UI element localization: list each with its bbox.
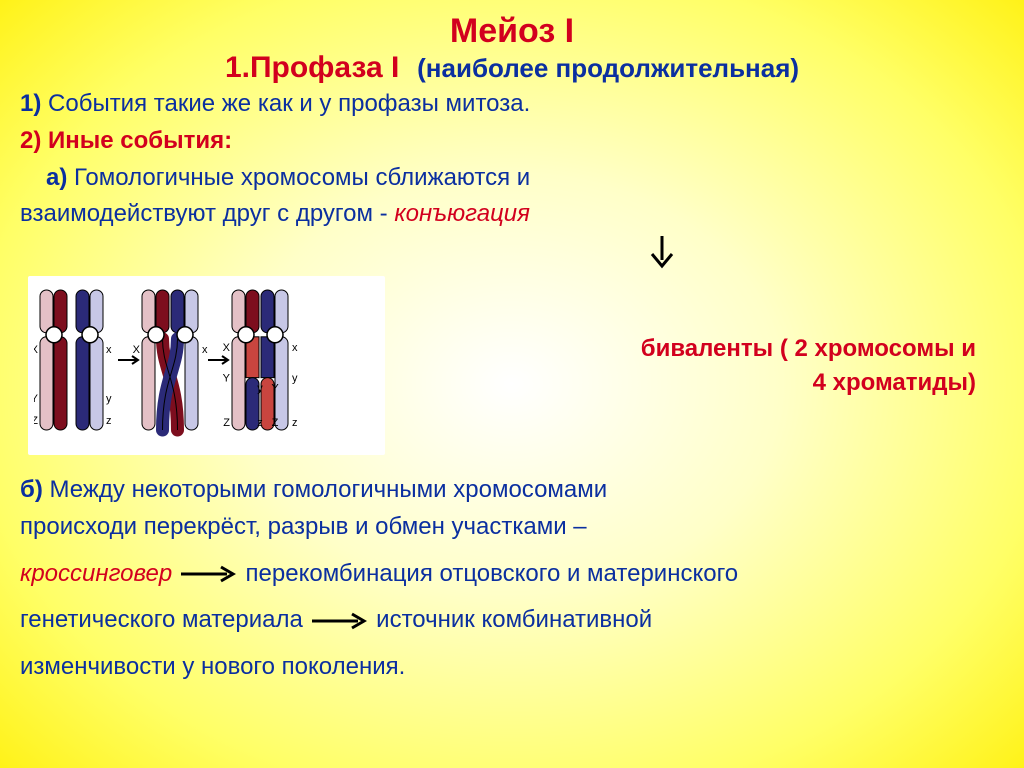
- bivalents-line2: 4 хроматиды): [385, 366, 976, 400]
- point-1: 1) События такие же как и у профазы мито…: [20, 87, 1004, 122]
- point-2b-line2: происходи перекрёст, разрыв и обмен учас…: [20, 510, 1004, 545]
- point-2b-text2: происходи перекрёст, разрыв и обмен учас…: [20, 513, 587, 540]
- slide-title-text: Мейоз I: [450, 12, 574, 50]
- svg-text:z: z: [257, 417, 263, 429]
- crossing-over-diagram: XYZxyzXxXYZxyzyzYZ: [28, 276, 385, 455]
- svg-text:Z: Z: [272, 417, 279, 429]
- arrow-right-icon: [179, 565, 239, 583]
- svg-text:X: X: [133, 344, 141, 356]
- svg-text:Y: Y: [223, 373, 231, 385]
- bivalents-line1: биваленты ( 2 хромосомы и: [385, 332, 976, 366]
- subtitle-paren: (наиболее продолжительная): [417, 53, 799, 83]
- svg-text:Z: Z: [34, 415, 38, 427]
- term-crossingover: кроссинговер: [20, 560, 172, 587]
- genetic-material-line: генетического материала источник комбина…: [20, 603, 1004, 638]
- last-line: изменчивости у нового поколения.: [20, 650, 1004, 685]
- point-2b-line1: б) Между некоторыми гомологичными хромос…: [20, 473, 1004, 508]
- svg-text:X: X: [34, 344, 39, 356]
- bivalents-label: биваленты ( 2 хромосомы и 4 хроматиды): [385, 332, 1004, 399]
- point-2-num: 2): [20, 127, 41, 154]
- point-2a-label: а): [46, 164, 67, 191]
- svg-text:X: X: [223, 342, 231, 354]
- source-text: источник комбинативной: [376, 606, 652, 633]
- point-2a-line2: взаимодействуют друг с другом - конъюгац…: [20, 197, 1004, 232]
- crossingover-line: кроссинговер перекомбинация отцовского и…: [20, 557, 1004, 592]
- svg-text:x: x: [292, 342, 298, 354]
- svg-text:Z: Z: [223, 417, 230, 429]
- genetic-material-text: генетического материала: [20, 606, 310, 633]
- body-text: 1) События такие же как и у профазы мито…: [20, 87, 1004, 685]
- point-2-text: Иные события:: [41, 127, 232, 154]
- arrow-right-icon: [310, 612, 370, 630]
- svg-text:x: x: [202, 344, 208, 356]
- point-2b-label: б): [20, 476, 43, 503]
- slide-subtitle: 1.Профаза I (наиболее продолжительная): [20, 51, 1004, 85]
- diagram-and-bivalents-row: XYZxyzXxXYZxyzyzYZ биваленты ( 2 хромосо…: [20, 276, 1004, 455]
- svg-text:Y: Y: [271, 383, 279, 395]
- svg-text:z: z: [106, 415, 112, 427]
- slide-title: Мейоз I: [20, 12, 1004, 51]
- subtitle-main: 1.Профаза I: [225, 51, 399, 84]
- svg-text:y: y: [106, 393, 112, 405]
- last-line-text: изменчивости у нового поколения.: [20, 653, 405, 680]
- point-2a-line1: а) Гомологичные хромосомы сближаются и: [20, 161, 1004, 196]
- svg-text:x: x: [106, 344, 112, 356]
- point-2b-text1: Между некоторыми гомологичными хромосома…: [43, 476, 607, 503]
- svg-text:Y: Y: [34, 393, 39, 405]
- point-2: 2) Иные события:: [20, 124, 1004, 159]
- svg-text:y: y: [257, 383, 263, 395]
- point-1-text: События такие же как и у профазы митоза.: [41, 90, 530, 117]
- point-1-num: 1): [20, 90, 41, 117]
- point-2a-text1: Гомологичные хромосомы сближаются и: [67, 164, 530, 191]
- arrow-down-icon: [20, 234, 1004, 270]
- svg-text:z: z: [292, 417, 298, 429]
- term-conjugation: конъюгация: [394, 200, 530, 227]
- chromosome-svg: XYZxyzXxXYZxyzyzYZ: [34, 280, 379, 440]
- svg-text:y: y: [292, 373, 298, 385]
- point-2a-text2: взаимодействуют друг с другом -: [20, 200, 394, 227]
- after-cross-text: перекомбинация отцовского и материнского: [246, 560, 739, 587]
